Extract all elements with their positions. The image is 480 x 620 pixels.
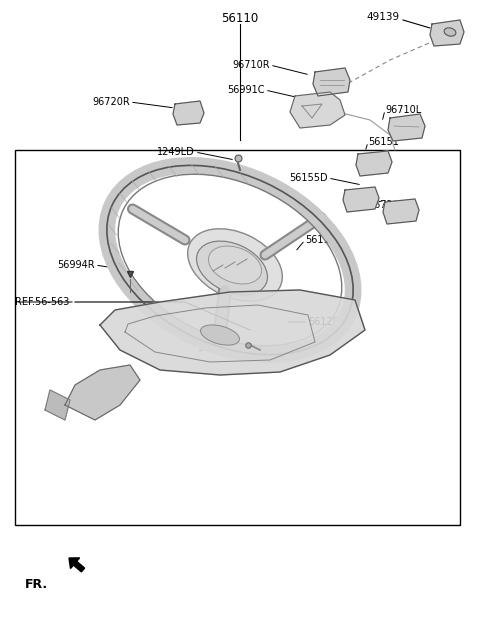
- Ellipse shape: [444, 28, 456, 36]
- Ellipse shape: [201, 325, 240, 345]
- Polygon shape: [388, 114, 425, 141]
- Polygon shape: [430, 20, 464, 46]
- Polygon shape: [356, 151, 392, 176]
- Text: 56151: 56151: [368, 137, 399, 147]
- FancyArrow shape: [69, 558, 84, 572]
- Text: 56120C: 56120C: [308, 317, 346, 327]
- Polygon shape: [343, 187, 379, 212]
- Text: 96720L: 96720L: [368, 200, 404, 210]
- Text: 56110: 56110: [221, 12, 259, 25]
- Text: REF.56-563: REF.56-563: [15, 297, 70, 307]
- Text: 56994L: 56994L: [197, 343, 233, 353]
- Polygon shape: [290, 92, 345, 128]
- Text: 56991C: 56991C: [228, 85, 265, 95]
- Text: 56111D: 56111D: [305, 235, 343, 245]
- Polygon shape: [65, 365, 140, 420]
- Polygon shape: [173, 101, 204, 125]
- Text: 1249LD: 1249LD: [157, 147, 195, 157]
- Ellipse shape: [188, 229, 282, 301]
- Text: 96710R: 96710R: [232, 60, 270, 70]
- Bar: [15, 150, 460, 525]
- Text: 56155D: 56155D: [289, 173, 328, 183]
- Text: 56994R: 56994R: [58, 260, 95, 270]
- Text: FR.: FR.: [25, 578, 48, 591]
- Polygon shape: [100, 290, 365, 375]
- Polygon shape: [313, 68, 350, 96]
- Text: 96720R: 96720R: [92, 97, 130, 107]
- Polygon shape: [45, 390, 70, 420]
- Polygon shape: [383, 199, 419, 224]
- Ellipse shape: [196, 241, 267, 295]
- Text: 49139: 49139: [367, 12, 400, 22]
- Ellipse shape: [208, 246, 262, 284]
- Text: 96710L: 96710L: [385, 105, 421, 115]
